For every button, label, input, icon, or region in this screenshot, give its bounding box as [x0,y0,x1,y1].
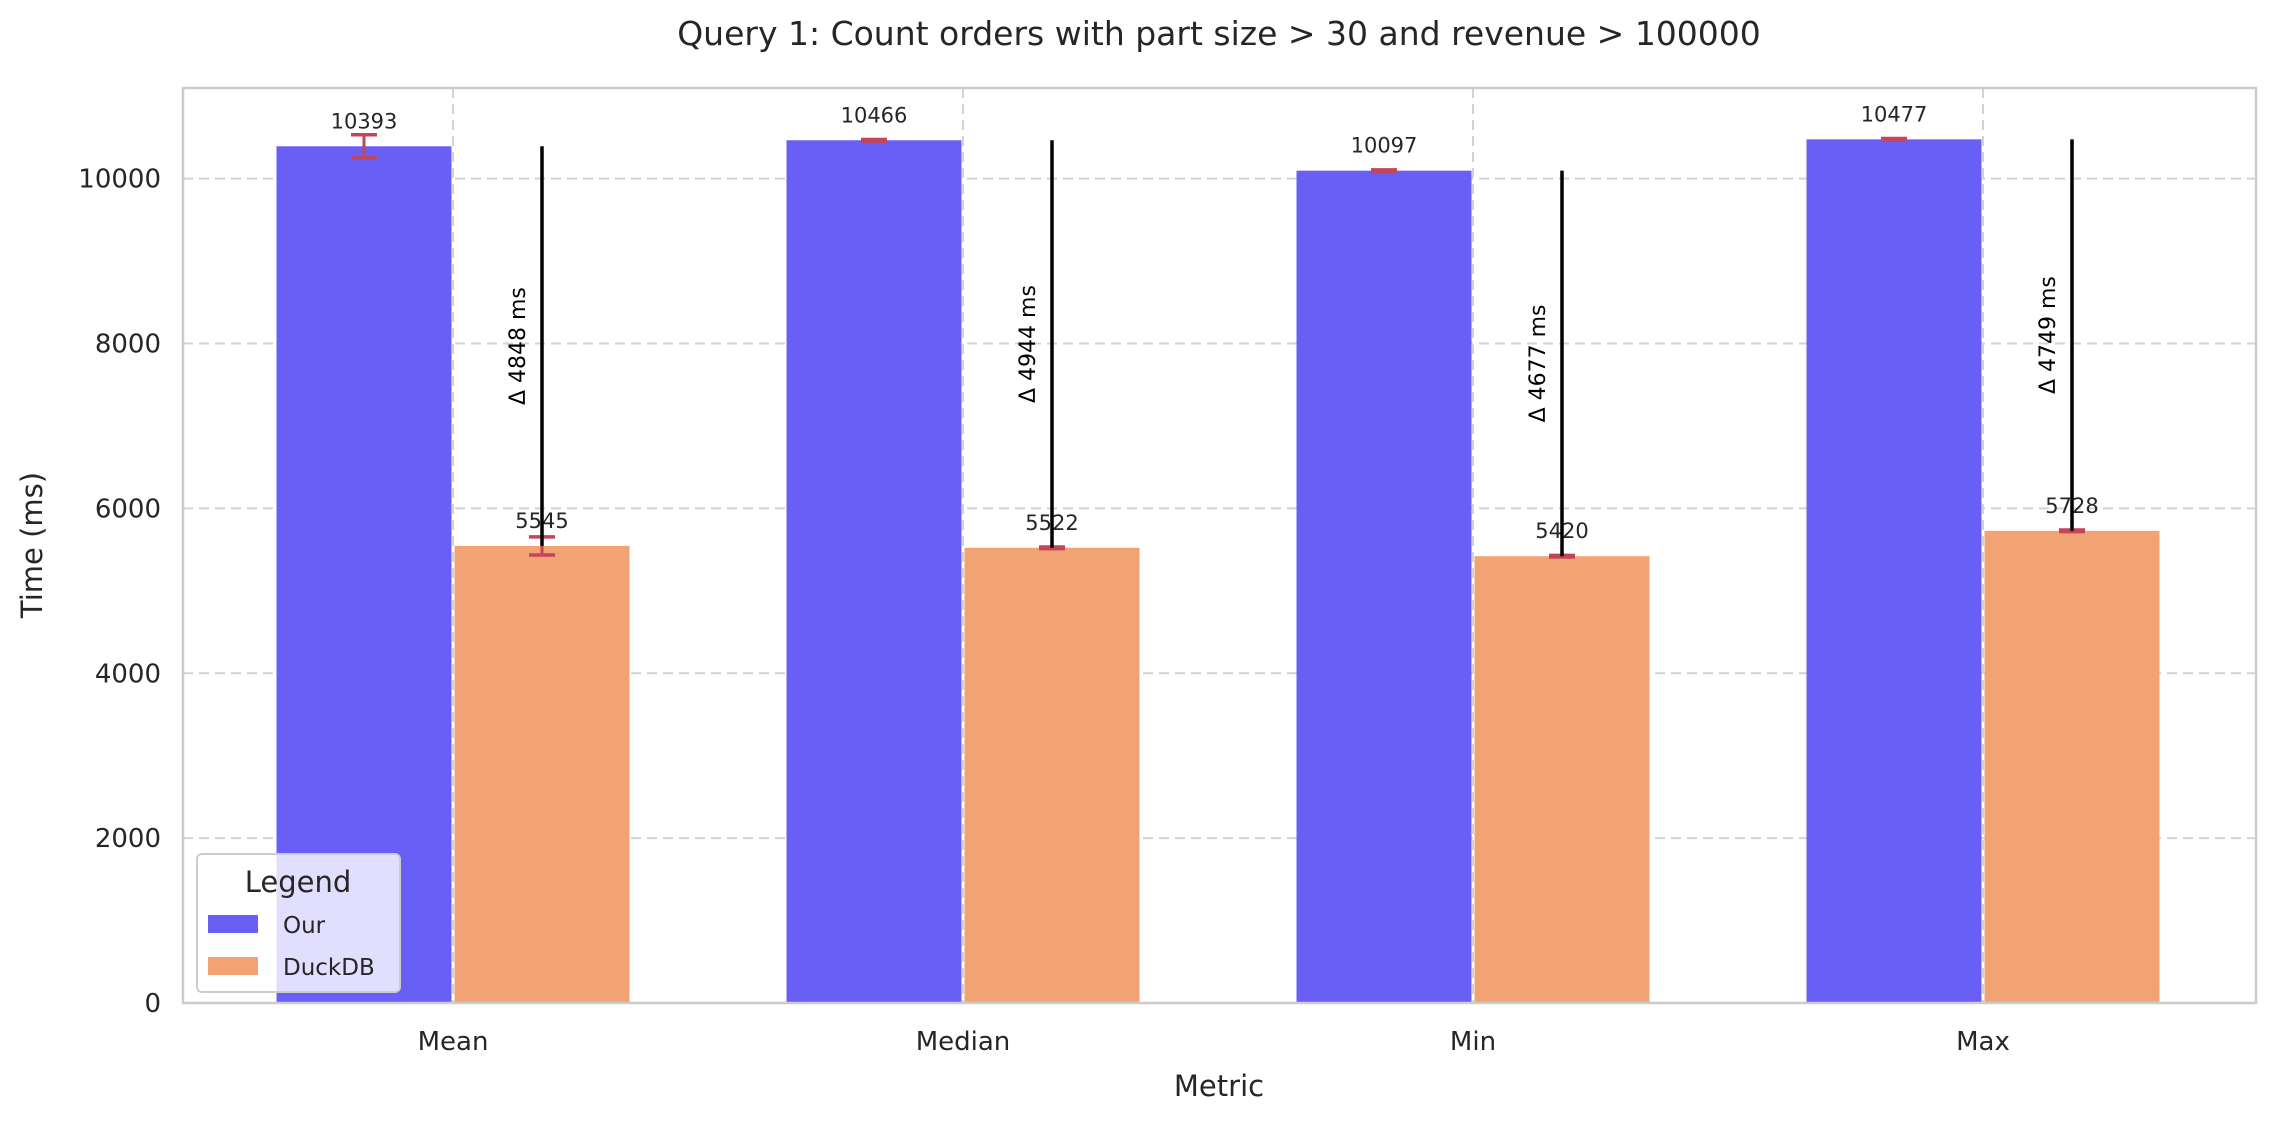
delta-label-min: Δ 4677 ms [1526,304,1551,422]
chart-title: Query 1: Count orders with part size > 3… [677,14,1761,53]
y-tick-label-10000: 10000 [78,165,161,195]
y-tick-label-0: 0 [144,989,161,1019]
bar-duckdb-mean [454,545,630,1003]
x-tick-label-min: Min [1450,1027,1496,1057]
data-label-our-median: 10466 [841,103,908,127]
delta-label-max: Δ 4749 ms [2036,276,2061,394]
x-axis-ticks: Mean Median Min Max [418,1027,2010,1057]
y-tick-label-4000: 4000 [95,659,161,689]
data-label-our-mean: 10393 [331,109,398,133]
error-bar-our-median [861,137,887,143]
data-label-our-min: 10097 [1351,134,1418,158]
x-tick-label-max: Max [1956,1027,2010,1057]
bar-our-median [786,140,962,1004]
bar-duckdb-min [1474,556,1650,1003]
legend-swatch-our [208,915,258,933]
bar-duckdb-median [964,547,1140,1003]
y-tick-label-8000: 8000 [95,330,161,360]
y-axis-ticks: 0 2000 4000 6000 8000 10000 [78,165,161,1019]
legend: Legend Our DuckDB [196,853,401,993]
delta-label-median: Δ 4944 ms [1016,285,1041,403]
bar-our-max [1806,139,1982,1003]
data-label-our-max: 10477 [1861,102,1928,126]
delta-annotations: Δ 4848 ms Δ 4944 ms Δ 4677 ms Δ 4749 ms [506,139,2074,557]
delta-label-mean: Δ 4848 ms [506,287,531,405]
y-axis-label: Time (ms) [15,472,49,619]
x-axis-label: Metric [1174,1069,1264,1103]
x-tick-label-mean: Mean [418,1027,489,1057]
bar-duckdb-max [1984,530,2160,1003]
plot-area-frame [181,86,2258,1005]
legend-swatch-duckdb [208,957,258,975]
bar-our-min [1296,170,1472,1003]
legend-title: Legend [245,865,352,899]
legend-label-duckdb: DuckDB [283,955,375,981]
x-tick-label-median: Median [916,1027,1011,1057]
legend-label-our: Our [283,913,326,939]
y-tick-label-2000: 2000 [95,824,161,854]
y-tick-label-6000: 6000 [95,494,161,524]
error-bar-our-min [1371,168,1397,174]
error-bar-our-max [1881,136,1907,142]
bars [276,139,2160,1004]
error-bar-our-mean [351,132,377,160]
